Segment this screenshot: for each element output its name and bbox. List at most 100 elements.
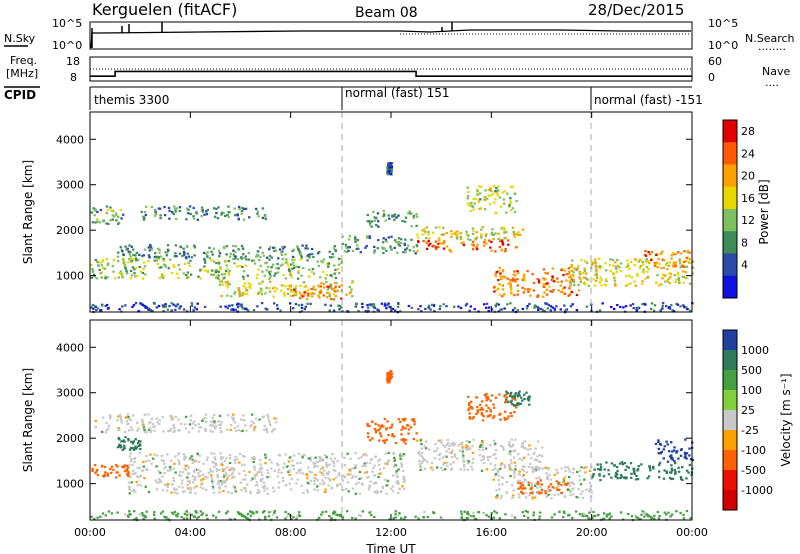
velocity-cell [130,440,133,443]
velocity-cell [517,453,520,456]
power-cell [397,302,400,305]
velocity-cell [331,512,335,515]
velocity-cell [131,442,135,445]
velocity-cell [485,392,488,395]
power-cell [641,280,644,283]
velocity-cell [221,456,225,459]
power-cell [456,233,460,236]
power-cell [552,280,555,283]
velocity-cell [156,454,159,457]
velocity-cell [673,469,676,472]
power-cell [373,249,376,252]
power-cell [242,218,246,221]
velocity-cell [143,429,146,432]
velocity-cell [465,446,468,449]
velocity-cell [173,488,176,491]
power-cell [245,308,248,311]
velocity-cell [183,490,186,493]
power-cell [544,272,547,275]
velocity-cell [555,480,558,483]
power-cell [337,267,340,270]
velocity-cell [476,405,479,409]
velocity-cell [209,424,212,427]
power-cell [569,275,573,278]
time-tick-label: 00:00 [676,526,708,539]
velocity-cell [415,432,418,435]
power-cell [232,257,235,261]
freq-left-tick-top: 18 [66,55,80,68]
power-cell [386,170,389,173]
velocity-cell [352,475,355,478]
velocity-cell [107,510,111,513]
power-cell [251,259,254,262]
velocity-cell [397,418,400,421]
power-cell [228,269,231,273]
power-cell [143,248,147,251]
power-cell [183,253,186,256]
velocity-cell [525,391,528,394]
power-cell [573,283,576,286]
velocity-cell [201,418,205,421]
velocity-colorbar-swatch [723,330,737,351]
power-cell [148,249,151,252]
power-cell [114,277,117,280]
power-cell [556,277,559,280]
power-cell [274,272,277,275]
velocity-cell [521,487,524,490]
velocity-cell [402,453,405,456]
power-cell [375,217,378,220]
power-cell [170,309,173,312]
power-cell [494,272,497,275]
power-cell [130,274,134,277]
power-cell [101,260,105,263]
velocity-cell [119,415,122,418]
power-cell [335,282,338,285]
velocity-cell [657,517,661,520]
power-cell [433,310,436,313]
velocity-cell [399,452,402,455]
velocity-cell [401,425,404,428]
power-cell [289,272,292,275]
power-cell [663,274,666,277]
velocity-cell [685,469,689,472]
velocity-cell [138,444,142,447]
power-cell [412,214,416,217]
power-cell [240,210,244,213]
power-cell [237,248,240,251]
velocity-cell [220,430,223,433]
velocity-cell [348,468,351,472]
velocity-cell [676,450,679,453]
power-cell [497,303,500,306]
velocity-cell [202,487,205,490]
velocity-cell [470,515,473,518]
power-cell [134,302,138,305]
power-cell [391,307,395,310]
velocity-cell [685,452,689,455]
velocity-cell [376,490,379,493]
velocity-cell [242,414,245,417]
power-cell [344,245,348,248]
power-cell [172,303,175,306]
power-cell [543,285,546,288]
power-cell [598,309,602,312]
velocity-cell [597,468,600,471]
velocity-cell [316,479,319,482]
power-cell [513,234,516,237]
velocity-cell [320,457,323,460]
power-cell [219,268,222,271]
velocity-cell [349,468,352,471]
velocity-cell [505,401,509,404]
power-cell [465,230,468,233]
velocity-cell [273,511,276,514]
power-cell [107,262,110,265]
power-cell [297,271,300,274]
velocity-cell [478,454,482,457]
velocity-cell [562,477,565,480]
power-cell [467,190,470,193]
power-cell [685,276,688,280]
power-cell [129,255,132,258]
velocity-cell [193,476,197,479]
power-cell [611,259,615,262]
power-cell [387,164,390,167]
power-cell [545,293,549,296]
